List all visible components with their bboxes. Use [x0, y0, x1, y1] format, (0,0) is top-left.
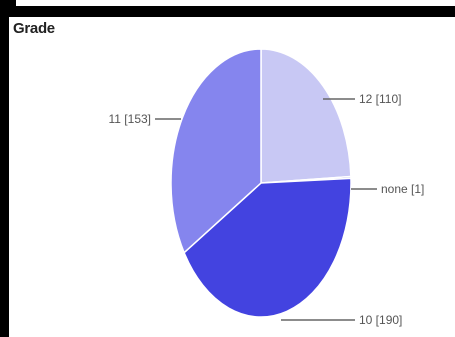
slice-label: 12 [110] [359, 92, 401, 106]
pie-slice [183, 177, 352, 318]
pie-chart: 12 [110] none [1] 10 [190] 11 [153] [109, 48, 424, 327]
frame-notch [9, 0, 16, 17]
chart-title: Grade [13, 20, 55, 37]
frame-top-gap [16, 0, 455, 6]
pie-slice [170, 48, 262, 254]
pie-slice [260, 48, 352, 184]
slice-label: 10 [190] [359, 313, 402, 327]
slice-label: 11 [153] [109, 112, 151, 126]
slice-label: none [1] [381, 182, 424, 196]
chart-panel: Grade 12 [110] none [1] 10 [190] 11 [153] [9, 17, 455, 337]
